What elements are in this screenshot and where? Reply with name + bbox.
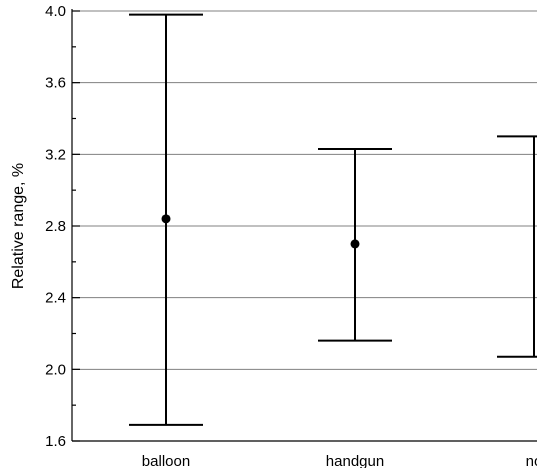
y-tick-label: 2.8 <box>45 218 66 235</box>
x-tick-label: no <box>526 453 537 468</box>
y-tick-label: 1.6 <box>45 433 66 450</box>
error-bar-handgun <box>318 147 392 342</box>
x-axis: balloon handgun no <box>72 440 537 468</box>
error-bar-no <box>497 135 537 358</box>
y-axis-title: Relative range, % <box>10 163 27 289</box>
y-tick-label: 3.2 <box>45 146 66 163</box>
y-tick-label: 2.4 <box>45 290 66 307</box>
x-tick-label: handgun <box>326 453 384 468</box>
grid-lines <box>72 10 537 442</box>
data-point <box>350 239 360 249</box>
error-bar-balloon <box>129 13 203 426</box>
y-axis: 1.6 2.0 2.4 2.8 3.2 3.6 4.0 <box>45 3 80 450</box>
error-bars <box>129 13 537 426</box>
y-tick-label: 4.0 <box>45 3 66 20</box>
y-tick-label: 3.6 <box>45 75 66 92</box>
x-tick-label: balloon <box>142 453 190 468</box>
data-point <box>161 214 171 224</box>
y-tick-label: 2.0 <box>45 361 66 378</box>
